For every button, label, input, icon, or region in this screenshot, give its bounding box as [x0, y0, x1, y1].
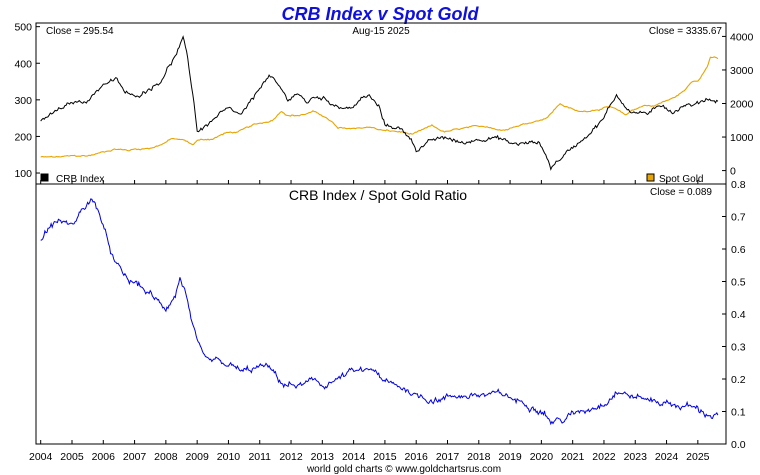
bottom-panel-ticks: 0.0 0.1 0.2 0.3 0.4 0.5 0.6 0.7 0.8: [722, 179, 746, 451]
x-axis-tick-label: 2022: [592, 451, 616, 463]
x-axis-tick-label: 2009: [185, 451, 209, 463]
x-axis-ticks: 2004 2005 2006 2007 2008 2009 2010 2011 2012 2013…: [29, 180, 710, 463]
x-axis-tick-label: 2005: [60, 451, 84, 463]
x-axis-tick-label: 2007: [123, 451, 147, 463]
legend-gold-label: Spot Gold: [659, 174, 703, 185]
ratio-axis-tick-label: 0.6: [731, 244, 746, 256]
x-axis-tick-label: 2014: [342, 451, 366, 463]
ratio-axis-tick-label: 0.1: [731, 407, 746, 419]
ratio-axis-tick-label: 0.4: [731, 309, 746, 321]
x-axis-tick-label: 2020: [530, 451, 554, 463]
x-axis-tick-label: 2010: [217, 451, 241, 463]
top-panel-ticks: 100 200 300 400 500 0 1000 2000 3000 4000: [14, 22, 753, 180]
bottom-panel-series: [40, 198, 719, 426]
x-axis-tick-label: 2021: [561, 451, 585, 463]
legend-crb-swatch: [40, 173, 49, 182]
right-axis-tick-label: 0: [730, 166, 736, 178]
x-axis-tick-label: 2017: [436, 451, 460, 463]
ratio-axis-tick-label: 0.3: [731, 342, 746, 354]
left-axis-tick-label: 300: [14, 95, 32, 107]
left-axis-tick-label: 200: [14, 131, 32, 143]
left-axis-tick-label: 500: [14, 22, 32, 34]
gold-price-line: [40, 56, 719, 158]
ratio-chart-title: CRB Index / Spot Gold Ratio: [289, 187, 467, 203]
right-axis-tick-label: 3000: [730, 65, 754, 77]
top-panel-series: [40, 35, 719, 171]
ratio-line: [40, 198, 719, 426]
x-axis-tick-label: 2023: [624, 451, 648, 463]
crb-index-line: [40, 35, 719, 171]
right-axis-tick-label: 2000: [730, 99, 754, 111]
x-axis-tick-label: 2019: [498, 451, 522, 463]
chart-title: CRB Index v Spot Gold: [281, 4, 479, 24]
x-axis-tick-label: 2018: [467, 451, 491, 463]
x-axis-tick-label: 2004: [29, 451, 53, 463]
ratio-close-label: Close = 0.089: [650, 187, 712, 198]
date-label: Aug-15 2025: [352, 26, 410, 37]
footer-credit: world gold charts © www.goldchartsrus.co…: [306, 464, 501, 475]
ratio-axis-tick-label: 0.7: [731, 212, 746, 224]
x-axis-tick-label: 2008: [154, 451, 178, 463]
left-axis-tick-label: 400: [14, 58, 32, 70]
ratio-axis-tick-label: 0.8: [731, 179, 746, 191]
ratio-axis-tick-label: 0.0: [731, 439, 746, 451]
x-axis-tick-label: 2015: [373, 451, 397, 463]
x-axis-tick-label: 2025: [686, 451, 710, 463]
left-axis-tick-label: 100: [14, 168, 32, 180]
gold-close-label: Close = 3335.67: [649, 26, 723, 37]
right-axis-tick-label: 4000: [730, 31, 754, 43]
x-axis-tick-label: 2011: [248, 451, 271, 463]
crb-close-label: Close = 295.54: [46, 26, 114, 37]
x-axis-tick-label: 2012: [279, 451, 303, 463]
x-axis-tick-label: 2016: [405, 451, 429, 463]
legend-gold-swatch: [646, 173, 655, 182]
ratio-axis-tick-label: 0.2: [731, 374, 746, 386]
x-axis-tick-label: 2006: [92, 451, 116, 463]
x-axis-tick-label: 2024: [655, 451, 679, 463]
legend-crb-label: CRB Index: [56, 174, 104, 185]
x-axis-tick-label: 2013: [311, 451, 335, 463]
right-axis-tick-label: 1000: [730, 132, 754, 144]
ratio-axis-tick-label: 0.5: [731, 277, 746, 289]
